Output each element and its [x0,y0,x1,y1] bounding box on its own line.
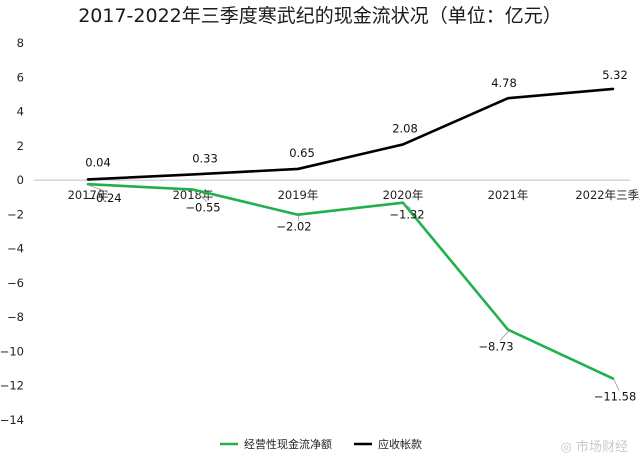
y-tick-label: −10 [0,344,24,358]
data-label-leader [499,330,510,341]
data-label: 0.33 [192,151,218,165]
y-tick-label: −12 [0,379,24,393]
series-lines [86,87,615,380]
data-labels: −0.24 −0.55 −2.02 −1.32 −8.73 −11.58 0.04 0.33 0… [85,68,636,404]
y-tick-label: −14 [0,413,24,427]
series-line-1 [86,87,615,181]
y-tick-label: −6 [7,276,24,290]
x-tick-label: 2019年 [278,188,319,202]
data-label: −0.55 [185,201,220,215]
data-label: −2.02 [276,220,311,234]
y-tick-label: 2 [17,139,24,153]
data-label: 2.08 [392,121,418,135]
data-label-leader [403,203,412,210]
data-label: 0.04 [85,155,111,169]
data-label: 5.32 [602,68,628,82]
y-tick-label: 0 [17,173,24,187]
x-tick-label: 2021年 [488,188,529,202]
data-label-leader [297,215,300,221]
data-label-leader [613,379,620,391]
legend-label: 经营性现金流净额 [244,437,332,451]
data-label: −0.24 [86,191,121,205]
y-axis-ticks: 8 6 4 2 0 −2 −4 −6 −8 −10 −12 −14 [0,36,24,427]
series-line-0 [86,182,615,380]
x-axis-ticks: 2017年2018年2019年2020年2021年2022年三季度 [68,188,640,202]
data-label: −1.32 [389,208,424,222]
y-tick-label: −4 [7,242,24,256]
y-tick-label: 4 [17,105,24,119]
data-label-leader [193,190,208,202]
y-tick-label: 6 [17,70,24,84]
legend-label: 应收帐款 [378,437,422,451]
watermark: ◎ 市场财经 [561,439,628,455]
x-tick-label: 2017年 [68,188,109,202]
legend: 经营性现金流净额 应收帐款 [220,437,422,451]
data-label: −11.58 [594,390,637,404]
y-tick-label: 8 [17,36,24,50]
y-tick-label: −8 [7,310,24,324]
data-label: −8.73 [478,340,513,354]
x-tick-label: 2020年 [383,188,424,202]
x-tick-label: 2022年三季度 [575,188,640,202]
data-label: 4.78 [491,76,517,90]
chart-title: 2017-2022年三季度寒武纪的现金流状况（单位：亿元） [78,5,562,27]
data-label-leader [88,184,109,193]
y-tick-label: −2 [7,207,24,221]
data-label: 0.65 [289,146,315,160]
